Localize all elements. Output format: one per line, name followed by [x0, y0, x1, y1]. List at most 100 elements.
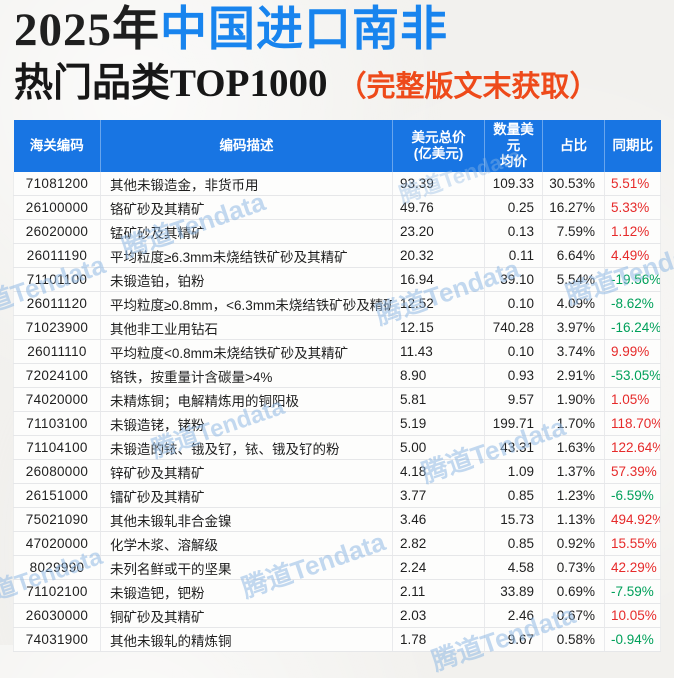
table-row: 26030000 铜矿砂及其精矿 2.03 2.46 0.67% 10.05%: [13, 603, 661, 628]
cell-share: 30.53%: [542, 172, 605, 196]
table-row: 26011120 平均粒度≥0.8mm，<6.3mm未烧结铁矿砂及精矿 12.52 0…: [13, 291, 661, 316]
cell-qty-usd-avg-price: 0.13: [484, 219, 543, 244]
cell-usd-total: 2.11: [392, 579, 485, 604]
cell-code-description: 未锻造的铱、锇及钌，铱、锇及钌的粉: [100, 435, 393, 460]
table-row: 72024100 铬铁，按重量计含碳量>4% 8.90 0.93 2.91% -53.05…: [13, 363, 661, 388]
cell-share: 1.70%: [542, 411, 605, 436]
table-row: 74031900 其他未锻轧的精炼铜 1.78 9.67 0.58% -0.94%: [13, 627, 661, 652]
cell-yoy: -53.05%: [604, 363, 661, 388]
cell-qty-usd-avg-price: 0.25: [484, 195, 543, 220]
cell-code-description: 其他未锻轧的精炼铜: [100, 627, 393, 652]
title-year: 2025年: [14, 4, 160, 56]
cell-qty-usd-avg-price: 9.57: [484, 387, 543, 412]
cell-yoy: 10.05%: [604, 603, 661, 628]
cell-qty-usd-avg-price: 0.11: [484, 243, 543, 268]
cell-yoy: 57.39%: [604, 459, 661, 484]
cell-customs-code: 26100000: [13, 195, 101, 220]
cell-yoy: -6.59%: [604, 483, 661, 508]
cell-share: 3.97%: [542, 315, 605, 340]
cell-usd-total: 16.94: [392, 267, 485, 292]
cell-usd-total: 5.00: [392, 435, 485, 460]
cell-qty-usd-avg-price: 2.46: [484, 603, 543, 628]
column-header-qty-usd-avg-price: 数量美元 均价: [484, 120, 543, 172]
cell-qty-usd-avg-price: 109.33: [484, 172, 543, 196]
cell-qty-usd-avg-price: 0.93: [484, 363, 543, 388]
column-header-usd-total: 美元总价 (亿美元): [392, 120, 485, 172]
cell-customs-code: 71023900: [13, 315, 101, 340]
table-row: 71081200 其他未锻造金，非货币用 93.39 109.33 30.53% 5.51…: [13, 172, 661, 196]
table-row: 47020000 化学木浆、溶解级 2.82 0.85 0.92% 15.55%: [13, 531, 661, 556]
table-header: 海关编码 编码描述 美元总价 (亿美元) 数量美元 均价 占比 同期比: [13, 120, 661, 172]
cell-qty-usd-avg-price: 4.58: [484, 555, 543, 580]
cell-share: 2.91%: [542, 363, 605, 388]
cell-usd-total: 8.90: [392, 363, 485, 388]
column-header-share: 占比: [542, 120, 605, 172]
cell-share: 1.90%: [542, 387, 605, 412]
table-row: 26020000 锰矿砂及其精矿 23.20 0.13 7.59% 1.12%: [13, 219, 661, 244]
table-row: 26151000 镭矿砂及其精矿 3.77 0.85 1.23% -6.59%: [13, 483, 661, 508]
page-title-line2: 热门品类TOP1000 （完整版文末获取）: [14, 59, 664, 112]
title-highlight: 中国进口南非: [160, 4, 448, 56]
cell-share: 1.23%: [542, 483, 605, 508]
cell-code-description: 未锻造钯，钯粉: [100, 579, 393, 604]
cell-code-description: 铬铁，按重量计含碳量>4%: [100, 363, 393, 388]
cell-qty-usd-avg-price: 199.71: [484, 411, 543, 436]
table-row: 71023900 其他非工业用钻石 12.15 740.28 3.97% -16.24%: [13, 315, 661, 340]
cell-customs-code: 26030000: [13, 603, 101, 628]
cell-customs-code: 74031900: [13, 627, 101, 652]
cell-usd-total: 5.19: [392, 411, 485, 436]
cell-share: 3.74%: [542, 339, 605, 364]
title-subtitle: 热门品类TOP1000: [14, 62, 328, 105]
cell-usd-total: 23.20: [392, 219, 485, 244]
table-row: 74020000 未精炼铜；电解精炼用的铜阳极 5.81 9.57 1.90% 1.05%: [13, 387, 661, 412]
cell-yoy: -16.24%: [604, 315, 661, 340]
table-row: 75021090 其他未锻轧非合金镍 3.46 15.73 1.13% 494.92%: [13, 507, 661, 532]
table-row: 71104100 未锻造的铱、锇及钌，铱、锇及钌的粉 5.00 43.31 1.63% 1…: [13, 435, 661, 460]
cell-yoy: 4.49%: [604, 243, 661, 268]
cell-code-description: 未锻造铂，铂粉: [100, 267, 393, 292]
cell-share: 1.37%: [542, 459, 605, 484]
cell-usd-total: 11.43: [392, 339, 485, 364]
cell-qty-usd-avg-price: 9.67: [484, 627, 543, 652]
table-row: 26080000 锌矿砂及其精矿 4.18 1.09 1.37% 57.39%: [13, 459, 661, 484]
cell-code-description: 铬矿砂及其精矿: [100, 195, 393, 220]
cell-usd-total: 12.52: [392, 291, 485, 316]
table-row: 71103100 未锻造铑，铑粉 5.19 199.71 1.70% 118.70%: [13, 411, 661, 436]
cell-qty-usd-avg-price: 0.10: [484, 339, 543, 364]
cell-share: 1.63%: [542, 435, 605, 460]
cell-yoy: 9.99%: [604, 339, 661, 364]
cell-yoy: 5.51%: [604, 172, 661, 196]
cell-qty-usd-avg-price: 15.73: [484, 507, 543, 532]
cell-usd-total: 93.39: [392, 172, 485, 196]
cell-code-description: 其他非工业用钻石: [100, 315, 393, 340]
cell-share: 0.73%: [542, 555, 605, 580]
cell-usd-total: 5.81: [392, 387, 485, 412]
cell-customs-code: 26011110: [13, 339, 101, 364]
cell-code-description: 平均粒度≥0.8mm，<6.3mm未烧结铁矿砂及精矿: [100, 291, 393, 316]
cell-usd-total: 20.32: [392, 243, 485, 268]
cell-share: 0.92%: [542, 531, 605, 556]
cell-qty-usd-avg-price: 0.85: [484, 483, 543, 508]
cell-code-description: 镭矿砂及其精矿: [100, 483, 393, 508]
cell-customs-code: 26011120: [13, 291, 101, 316]
cell-yoy: -8.62%: [604, 291, 661, 316]
cell-customs-code: 75021090: [13, 507, 101, 532]
column-header-yoy: 同期比: [604, 120, 661, 172]
cell-code-description: 其他未锻轧非合金镍: [100, 507, 393, 532]
cell-yoy: 118.70%: [604, 411, 661, 436]
cell-customs-code: 72024100: [13, 363, 101, 388]
cell-share: 16.27%: [542, 195, 605, 220]
cell-usd-total: 4.18: [392, 459, 485, 484]
cell-share: 0.58%: [542, 627, 605, 652]
cell-yoy: 122.64%: [604, 435, 661, 460]
cell-code-description: 铜矿砂及其精矿: [100, 603, 393, 628]
cell-code-description: 未精炼铜；电解精炼用的铜阳极: [100, 387, 393, 412]
cell-customs-code: 8029990: [13, 555, 101, 580]
cell-customs-code: 74020000: [13, 387, 101, 412]
cell-code-description: 平均粒度<0.8mm未烧结铁矿砂及其精矿: [100, 339, 393, 364]
cell-code-description: 未锻造铑，铑粉: [100, 411, 393, 436]
cell-code-description: 锌矿砂及其精矿: [100, 459, 393, 484]
column-header-customs-code: 海关编码: [13, 120, 101, 172]
cell-usd-total: 3.46: [392, 507, 485, 532]
cell-yoy: 5.33%: [604, 195, 661, 220]
